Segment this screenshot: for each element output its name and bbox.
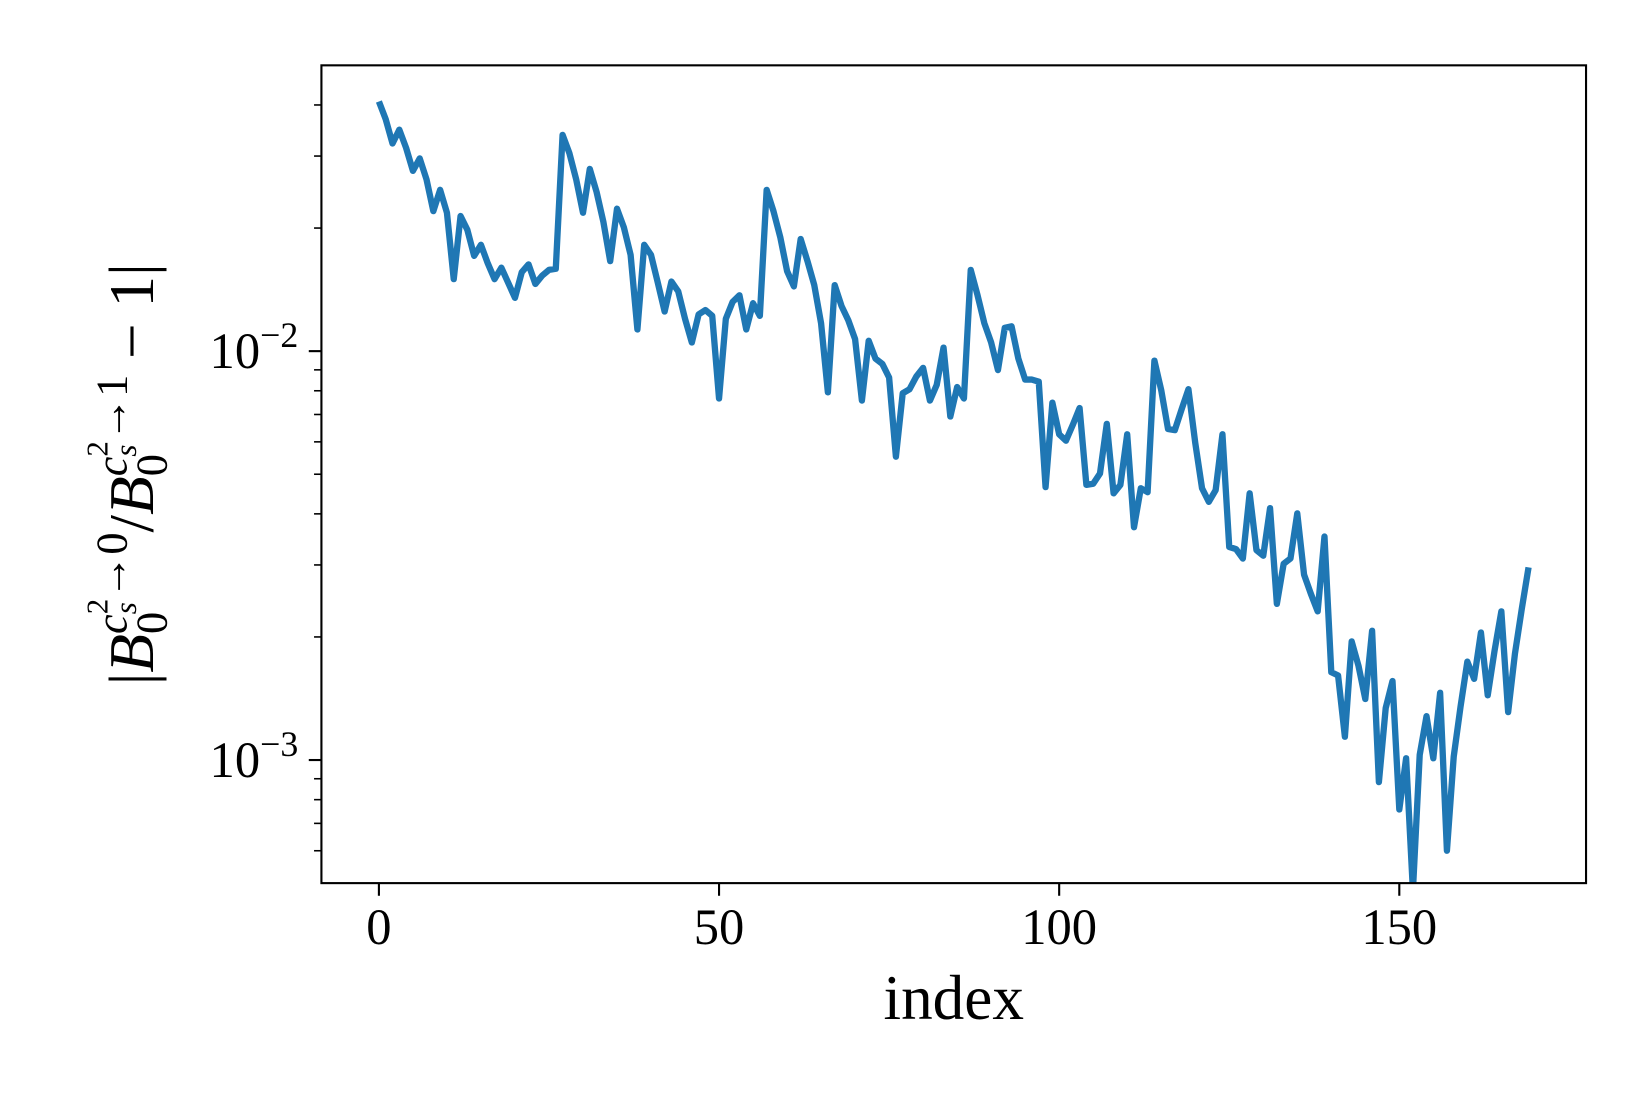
y-tick-label: 10−3 [210,724,299,788]
x-tick-label: 100 [1021,899,1097,955]
y-tick-label: 10−2 [210,315,299,379]
y-axis-label: |B0cs2→0/B0cs2→1 − 1| [80,263,177,685]
x-axis-label: index [884,963,1024,1033]
x-tick-label: 0 [366,899,391,955]
data-line [375,100,1532,884]
x-tick-label: 150 [1361,899,1437,955]
x-tick-label: 50 [694,899,745,955]
axes-frame [320,64,1588,885]
